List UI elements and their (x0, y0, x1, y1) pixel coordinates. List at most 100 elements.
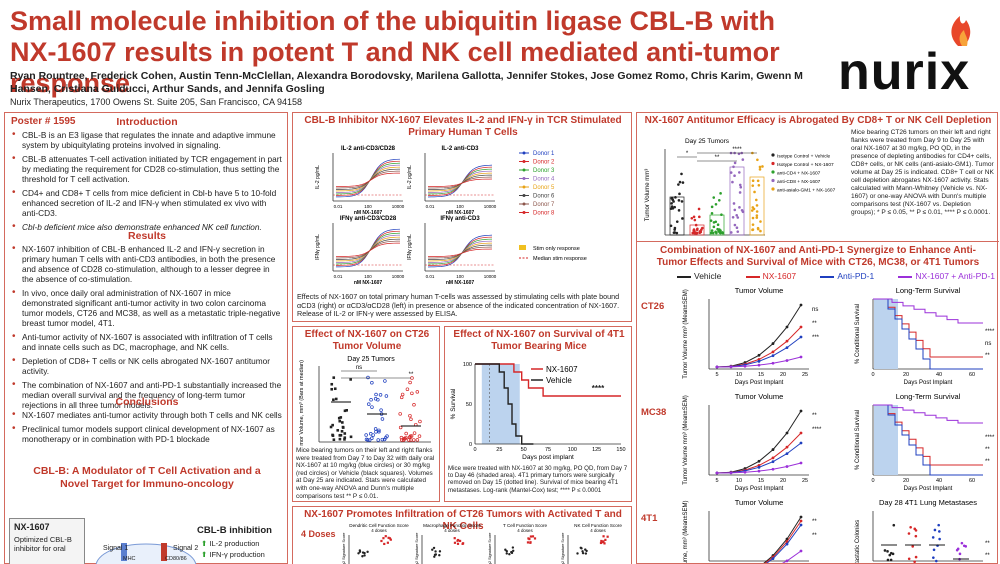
metastases-point (907, 532, 911, 535)
results-item: In vivo, once daily oral administration … (11, 288, 283, 328)
data-point (715, 231, 718, 235)
legend-swatch (898, 275, 913, 278)
data-point (379, 408, 383, 412)
y-axis-label: Tumor Volume, mm³ (Bars at median) (299, 360, 305, 446)
data-point-vehicle (332, 438, 336, 442)
sig-label: ** (985, 447, 990, 453)
x-tick-label: 50 (521, 447, 527, 453)
sig-label: ** (409, 372, 414, 378)
author-list: Ryan Rountree, Frederick Cohen, Austin T… (10, 70, 803, 95)
data-point-nx1607 (603, 542, 606, 545)
sig-label: ns (812, 307, 818, 313)
intro-heading: Introduction (116, 116, 178, 128)
x-tick-label: 125 (592, 447, 601, 453)
data-point-vehicle (581, 550, 584, 553)
data-point-vehicle (510, 551, 514, 555)
data-point-vehicle (337, 416, 341, 420)
x-tick-label: 100 (568, 447, 577, 453)
data-point (383, 379, 387, 383)
data-point (366, 438, 370, 442)
x-tick-label: 40 (936, 372, 942, 378)
data-point (738, 206, 741, 209)
y-axis-label: Tumor Volume mm³ (Mean±SEM) (683, 289, 689, 378)
data-point-nx1607 (457, 538, 460, 542)
data-point (714, 202, 718, 206)
inhibition-item-label: IL-2 production (209, 539, 260, 548)
data-point (710, 205, 714, 209)
data-point (733, 223, 737, 227)
bar-outline (709, 214, 725, 236)
data-point (669, 207, 673, 210)
poster-title: Small molecule inhibition of the ubiquit… (10, 6, 780, 98)
data-point (415, 438, 420, 442)
data-point (697, 207, 701, 211)
data-point-nx1607 (453, 537, 456, 540)
data-point (412, 431, 417, 435)
dose-curve-donor-5 (428, 242, 492, 262)
y-tick-label: 0 (469, 442, 472, 448)
metastases-point (888, 553, 892, 557)
data-point-vehicle (584, 548, 587, 551)
x-tick-label: 20 (780, 372, 786, 378)
data-point (720, 213, 723, 217)
sig-label: **** (732, 147, 742, 153)
data-point-nx1607 (601, 541, 604, 544)
conclusions-heading: Conclusions (115, 396, 179, 408)
metastases-point (960, 541, 964, 545)
legend-marker (522, 168, 526, 172)
data-point (729, 231, 733, 234)
data-point-nx1607 (383, 542, 386, 546)
infiltration-panel: NX-1607 Promotes Infiltration of CT26 Tu… (292, 506, 632, 564)
mini-chart-subtitle: 4 doses (444, 528, 460, 533)
legend-swatch (519, 245, 526, 250)
chart-subtitle: Day 25 Tumors (347, 356, 395, 363)
data-point (751, 184, 755, 187)
data-point-vehicle (584, 552, 588, 555)
metastases-point (962, 544, 966, 548)
data-point-vehicle (338, 437, 342, 441)
mini-chart-title: IFNγ anti-CD3 (440, 216, 480, 222)
x-tick-label: 10000 (392, 204, 405, 209)
legend-label: Donor 3 (533, 168, 555, 174)
data-point-vehicle (505, 549, 508, 553)
data-point (377, 429, 381, 434)
survival-line (873, 298, 983, 358)
data-point (718, 231, 721, 234)
metastases-point (932, 556, 935, 559)
data-point-nx1607 (453, 541, 457, 544)
data-point (409, 417, 413, 422)
nx1607-box-text: Optimized CBL-B inhibitor for oral (14, 535, 72, 553)
results-item: Anti-tumor activity of NX-1607 is associ… (11, 332, 283, 352)
data-point (755, 204, 759, 207)
data-point-vehicle (581, 551, 585, 555)
mini-chart-title: Day 28 4T1 Lung Metastases (879, 498, 977, 507)
data-point (398, 412, 402, 416)
x-tick-label: 10 (736, 372, 742, 378)
x-axis-label: nM NX-1607 (354, 280, 383, 286)
metastases-point (933, 528, 937, 532)
data-point (757, 183, 761, 187)
data-point (700, 228, 703, 231)
data-point-vehicle (339, 433, 342, 437)
x-tick-label: 15 (758, 478, 764, 484)
sig-label: ** (715, 155, 720, 161)
data-point-vehicle (332, 398, 335, 402)
metastases-point (913, 560, 916, 563)
data-point-nx1607 (604, 538, 607, 541)
sig-label: *** (812, 335, 820, 341)
legend-marker (771, 178, 775, 183)
dose-curve-donor-1 (336, 158, 401, 198)
data-point-vehicle (511, 546, 515, 549)
x-tick-label: 100 (364, 274, 372, 279)
affiliation: Nurix Therapeutics, 1700 Owens St. Suite… (10, 97, 302, 107)
data-point (710, 211, 714, 215)
il2-ifng-caption: Effects of NX-1607 on total primary huma… (297, 292, 620, 319)
x-axis-label: Days Post Implant (904, 380, 953, 386)
results-item: The combination of NX-1607 and anti-PD-1… (11, 380, 283, 410)
data-point-nx1607 (386, 541, 389, 544)
data-point (412, 403, 416, 407)
dose-curve-donor-8 (336, 172, 400, 187)
metastases-point (931, 536, 935, 539)
survival-line (873, 298, 983, 324)
legend-label: Median stim response (533, 256, 587, 262)
